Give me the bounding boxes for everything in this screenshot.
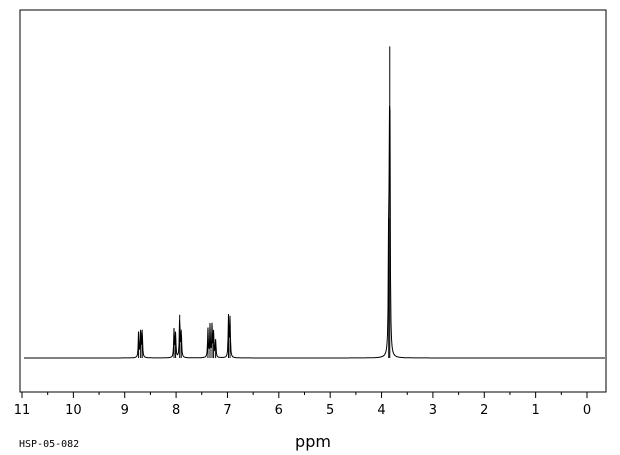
spectrum-code-label: HSP-05-082: [19, 439, 79, 450]
x-tick-label: 11: [14, 403, 31, 418]
x-tick-label: 3: [429, 403, 437, 418]
x-tick-label: 2: [480, 403, 488, 418]
x-tick-label: 5: [326, 403, 334, 418]
x-tick-label: 0: [583, 403, 591, 418]
peak-group: [138, 46, 391, 358]
x-tick-label: 7: [223, 403, 231, 418]
x-axis-ticks: 11 10 9 8 7 6 5 4 3 2 1 0: [14, 392, 591, 418]
x-axis-label: ppm: [295, 432, 331, 451]
x-tick-label: 9: [121, 403, 129, 418]
x-tick-label: 10: [65, 403, 82, 418]
x-tick-label: 1: [531, 403, 539, 418]
plot-frame: [19, 9, 607, 393]
x-tick-label: 8: [172, 403, 180, 418]
x-tick-label: 6: [275, 403, 283, 418]
spectrum-trace: [24, 105, 605, 359]
x-tick-label: 4: [377, 403, 385, 418]
